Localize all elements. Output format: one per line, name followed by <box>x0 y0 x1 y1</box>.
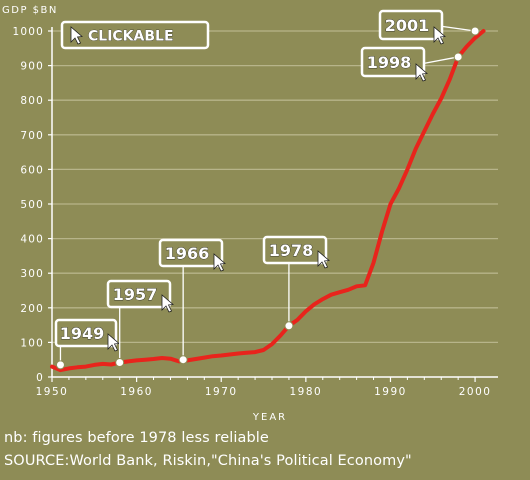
x-tick-label: 2000 <box>459 386 492 398</box>
marker-label[interactable]: 1957 <box>112 285 158 305</box>
x-tick-label: 1990 <box>374 386 407 398</box>
axes <box>51 27 498 378</box>
marker-label[interactable]: 1966 <box>164 244 210 264</box>
cursor-icon <box>161 294 174 313</box>
year-marker-1966[interactable]: 1966 <box>158 238 226 365</box>
gdp-line-chart: 0 100 200 300 400 500 600 700 800 900 1000 1950 196… <box>2 5 498 423</box>
y-tick-label: 300 <box>20 268 44 280</box>
marker-label-box[interactable] <box>360 46 426 78</box>
x-axis-label: YEAR <box>252 412 287 423</box>
y-tick-label: 100 <box>20 337 44 349</box>
reliability-note: nb: figures before 1978 less reliable <box>4 430 269 446</box>
year-marker-2001[interactable]: 2001 <box>378 9 480 45</box>
source-note: SOURCE:World Bank, Riskin,"China's Polit… <box>4 453 412 469</box>
marker-label-box[interactable] <box>106 279 172 309</box>
cursor-icon <box>433 26 446 45</box>
marker-leader-line <box>423 56 459 65</box>
y-tick-label: 900 <box>20 61 44 73</box>
y-tick-label: 0 <box>36 372 44 384</box>
y-tick-label: 500 <box>20 199 44 211</box>
cursor-icon <box>107 333 120 352</box>
y-tick-label: 400 <box>20 234 44 246</box>
y-tick-label: 600 <box>20 164 44 176</box>
clickable-badge-box <box>60 20 210 50</box>
x-tick-label: 1970 <box>205 386 238 398</box>
cursor-icon <box>415 63 428 82</box>
marker-label-box[interactable] <box>54 318 118 348</box>
marker-label[interactable]: 2001 <box>384 16 430 36</box>
gdp-series-line <box>50 29 486 373</box>
x-tick-label: 1950 <box>36 386 69 398</box>
year-markers[interactable]: 1949 1957 1966 1978 1998 2001 <box>54 9 480 370</box>
cursor-icon <box>317 250 330 269</box>
marker-dot[interactable] <box>55 360 65 370</box>
marker-label-box[interactable] <box>378 9 444 41</box>
y-tick-label: 800 <box>20 95 44 107</box>
marker-dot[interactable] <box>284 321 294 331</box>
marker-dot[interactable] <box>453 52 463 62</box>
x-tick-labels: 1950 1960 1970 1980 1990 2000 <box>36 377 492 398</box>
x-tick-label: 1980 <box>289 386 322 398</box>
y-tick-label: 200 <box>20 303 44 315</box>
marker-dot[interactable] <box>178 355 188 365</box>
clickable-badge: CLICKABLE <box>60 20 210 50</box>
marker-dot[interactable] <box>470 26 480 36</box>
marker-label[interactable]: 1949 <box>59 324 105 344</box>
cursor-icon <box>213 253 226 272</box>
marker-label-box[interactable] <box>262 235 328 265</box>
marker-dot[interactable] <box>115 357 125 367</box>
y-tick-labels: 0 100 200 300 400 500 600 700 800 900 1000 <box>12 26 52 384</box>
marker-leader-line <box>441 25 476 32</box>
year-marker-1998[interactable]: 1998 <box>360 46 463 82</box>
y-tick-label: 700 <box>20 130 44 142</box>
year-marker-1978[interactable]: 1978 <box>262 235 330 331</box>
y-axis-label: GDP $BN <box>2 5 58 16</box>
marker-label[interactable]: 1998 <box>366 53 412 73</box>
y-tick-label: 1000 <box>12 26 44 38</box>
year-marker-1949[interactable]: 1949 <box>54 318 120 370</box>
x-tick-label: 1960 <box>120 386 153 398</box>
year-marker-1957[interactable]: 1957 <box>106 279 174 367</box>
marker-label-box[interactable] <box>158 238 224 268</box>
marker-label[interactable]: 1978 <box>268 241 314 261</box>
clickable-label: CLICKABLE <box>88 29 174 45</box>
cursor-icon <box>70 26 83 45</box>
